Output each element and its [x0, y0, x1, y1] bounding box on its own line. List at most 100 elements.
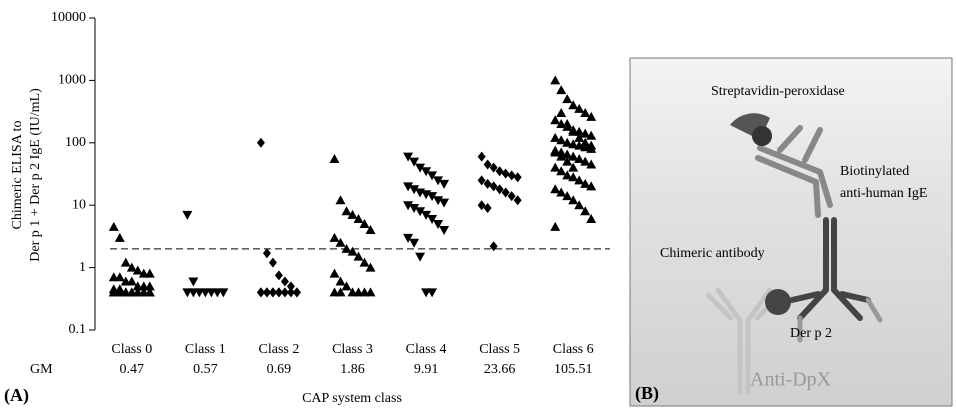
data-point — [495, 166, 504, 177]
data-point — [353, 251, 364, 261]
data-point — [403, 182, 414, 192]
diagram-label: Chimeric antibody — [660, 246, 765, 261]
diagram-label: Streptavidin-peroxidase — [711, 84, 845, 99]
data-point — [329, 232, 340, 242]
data-point — [477, 151, 486, 162]
data-point — [415, 252, 426, 262]
data-point — [489, 241, 498, 252]
data-point — [483, 203, 492, 214]
data-point — [144, 287, 155, 297]
data-point — [144, 268, 155, 278]
x-axis-label: CAP system class — [302, 391, 402, 406]
diagram-label: Anti-DpX — [750, 369, 832, 391]
data-point — [403, 152, 414, 162]
data-point — [359, 257, 370, 267]
data-point — [415, 163, 426, 173]
data-point — [568, 172, 579, 182]
data-point — [580, 206, 591, 216]
data-point — [501, 187, 510, 198]
data-point — [586, 140, 597, 150]
data-point — [365, 287, 376, 297]
data-point — [421, 210, 432, 220]
data-point — [341, 206, 352, 216]
gm-value: 0.57 — [193, 362, 218, 377]
data-point — [568, 139, 579, 149]
data-point — [580, 137, 591, 147]
data-point — [329, 154, 340, 164]
data-point — [507, 170, 516, 181]
data-point — [562, 137, 573, 147]
y-tick-label: 0.1 — [69, 322, 87, 337]
data-point — [335, 195, 346, 205]
data-point — [280, 276, 289, 287]
data-point — [580, 128, 591, 138]
data-point — [562, 119, 573, 129]
data-point — [439, 198, 450, 208]
data-point — [359, 218, 370, 228]
data-point — [188, 277, 199, 287]
data-point — [580, 108, 591, 118]
data-point — [403, 233, 414, 243]
data-point — [365, 225, 376, 235]
data-point — [562, 191, 573, 201]
data-point — [114, 232, 125, 242]
data-point — [182, 210, 193, 220]
data-point — [409, 204, 420, 214]
data-point — [550, 184, 561, 194]
data-point — [421, 167, 432, 177]
data-point — [335, 237, 346, 247]
data-point — [580, 178, 591, 188]
data-point — [347, 209, 358, 219]
gm-label: GM — [30, 362, 53, 377]
data-point — [574, 175, 585, 185]
x-tick-label: Class 6 — [553, 342, 594, 357]
data-point — [256, 137, 265, 148]
data-point — [415, 207, 426, 217]
x-tick-label: Class 1 — [185, 342, 226, 357]
data-point — [489, 162, 498, 173]
data-point — [495, 184, 504, 195]
y-tick-label: 10 — [72, 197, 86, 212]
data-point — [562, 94, 573, 104]
data-point — [439, 179, 450, 189]
data-point — [353, 214, 364, 224]
data-point — [586, 111, 597, 121]
data-point — [556, 135, 567, 145]
data-point — [477, 175, 486, 186]
data-point — [292, 287, 301, 298]
data-point — [556, 151, 567, 161]
panel-label: (B) — [635, 383, 659, 404]
data-point — [574, 140, 585, 150]
y-axis-label: Chimeric ELISA to — [10, 121, 25, 230]
data-point — [409, 157, 420, 167]
data-point — [114, 287, 125, 297]
streptavidin-shape — [752, 126, 772, 146]
gm-value: 9.91 — [414, 362, 439, 377]
data-point — [274, 270, 283, 281]
diagram-label: Der p 2 — [790, 326, 832, 341]
data-point — [341, 281, 352, 291]
data-point — [568, 151, 579, 161]
data-point — [550, 132, 561, 142]
y-tick-label: 10000 — [51, 10, 86, 25]
data-point — [550, 162, 561, 172]
y-tick-label: 100 — [65, 135, 86, 150]
data-point — [439, 226, 450, 236]
data-point — [586, 181, 597, 191]
x-tick-label: Class 5 — [479, 342, 520, 357]
data-point — [268, 287, 277, 298]
data-point — [483, 159, 492, 170]
data-point — [188, 288, 199, 298]
x-tick-label: Class 3 — [332, 342, 373, 357]
data-point — [274, 287, 283, 298]
data-point — [335, 287, 346, 297]
data-point — [550, 75, 561, 85]
data-point — [562, 149, 573, 159]
data-point — [256, 287, 265, 298]
data-point — [513, 195, 522, 206]
data-point — [586, 214, 597, 224]
data-point — [286, 281, 295, 292]
data-point — [286, 287, 295, 298]
data-point — [427, 171, 438, 181]
x-tick-label: Class 2 — [259, 342, 300, 357]
